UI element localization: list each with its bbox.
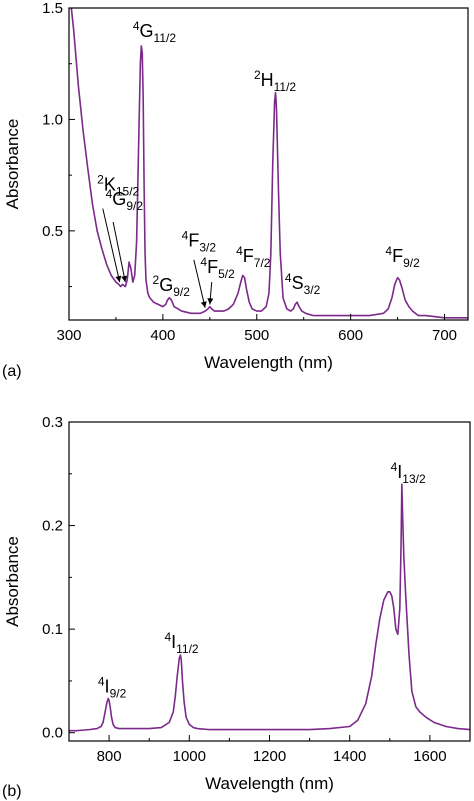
y-tick-label: 0.3 [42, 414, 63, 431]
x-tick-label: 1200 [253, 748, 286, 765]
panel-label: (b) [2, 783, 22, 800]
annotation-arrow-head [121, 275, 128, 283]
y-axis-title: Absorbance [3, 119, 22, 210]
chart-panel-b: 800 1000 1200 1400 1600 0.0 0.1 0.2 0.3 Wavelengt… [2, 414, 471, 800]
transition-label: 2H11/2 [254, 68, 296, 94]
transition-superscript: 4 [285, 271, 292, 285]
y-tick-label: 0.0 [42, 725, 63, 742]
series-line [70, 8, 468, 319]
transition-subscript: 5/2 [218, 267, 235, 281]
annotation-arrow-line [112, 221, 126, 283]
transition-subscript: 15/2 [116, 185, 140, 199]
transition-subscript: 11/2 [274, 80, 297, 94]
y-axis-title: Absorbance [3, 536, 22, 627]
transition-superscript: 4 [133, 19, 140, 33]
x-axis-title: Wavelength (nm) [204, 353, 333, 372]
transition-superscript: 4 [200, 255, 207, 269]
transition-label: 4F9/2 [385, 244, 420, 270]
chart-panel-a: 300 400 500 600 700 0.5 1.0 1.5 Wavelength (nm) A… [2, 0, 469, 380]
transition-subscript: 9/2 [110, 686, 127, 700]
transition-superscript: 4 [98, 674, 105, 688]
transition-label: 4I11/2 [164, 630, 198, 656]
transition-subscript: 13/2 [402, 472, 426, 486]
transition-term: G [112, 189, 126, 209]
transition-term: F [243, 246, 254, 266]
transition-subscript: 9/2 [126, 199, 143, 213]
panel-label: (a) [2, 363, 22, 380]
annotation-arrow-line [193, 259, 206, 308]
transition-term: G [159, 275, 173, 295]
transition-subscript: 3/2 [199, 240, 216, 254]
transition-label: 4I9/2 [98, 674, 127, 700]
transition-subscript: 11/2 [154, 31, 177, 45]
transition-label: 4F5/2 [200, 255, 235, 281]
y-tick-label: 0.5 [42, 223, 63, 240]
transition-superscript: 2 [153, 273, 160, 287]
plot-frame [68, 421, 471, 742]
transition-term: H [261, 70, 274, 90]
transition-superscript: 4 [391, 460, 398, 474]
transition-term: F [207, 257, 218, 277]
transition-label: 4G11/2 [133, 19, 176, 45]
x-tick-label: 600 [338, 327, 363, 344]
transition-superscript: 4 [236, 244, 243, 258]
x-tick-label: 400 [150, 327, 175, 344]
transition-label: 2K15/2 [97, 173, 139, 199]
y-tick-label: 0.1 [42, 621, 63, 638]
transition-term: K [104, 175, 116, 195]
annotation-arrow-line [102, 208, 121, 283]
transition-label: 2G9/2 [153, 273, 191, 299]
transition-label: 4I13/2 [391, 460, 426, 486]
transition-label: 4F7/2 [236, 244, 271, 270]
x-tick-label: 300 [56, 327, 81, 344]
transition-superscript: 4 [385, 244, 392, 258]
series-line [69, 483, 470, 732]
x-tick-label: 1000 [173, 748, 206, 765]
annotation-arrow-head [207, 298, 214, 305]
plot-frame [68, 7, 469, 321]
x-tick-label: 1600 [413, 748, 446, 765]
x-tick-label: 500 [244, 327, 269, 344]
y-tick-label: 0.2 [42, 518, 63, 535]
annotation-arrow-head [115, 275, 122, 283]
transition-subscript: 9/2 [403, 256, 420, 270]
transition-term: I [397, 462, 402, 482]
y-tick-label: 1.5 [42, 0, 63, 17]
transition-subscript: 11/2 [176, 642, 199, 656]
transition-superscript: 4 [106, 187, 113, 201]
y-tick-label: 1.0 [42, 111, 63, 128]
transition-superscript: 2 [254, 68, 261, 82]
transition-label: 4F3/2 [182, 228, 217, 254]
transition-superscript: 2 [97, 173, 104, 187]
transition-term: G [140, 21, 154, 41]
transition-term: I [105, 676, 110, 696]
transition-term: I [171, 632, 176, 652]
transition-superscript: 4 [182, 228, 189, 242]
annotation-arrow-head [200, 301, 207, 308]
transition-subscript: 3/2 [304, 283, 321, 297]
x-tick-label: 700 [432, 327, 457, 344]
transition-subscript: 7/2 [254, 256, 271, 270]
transition-term: F [188, 230, 199, 250]
transition-term: F [392, 246, 403, 266]
transition-superscript: 4 [164, 630, 171, 644]
transition-subscript: 9/2 [173, 285, 190, 299]
x-tick-label: 1400 [333, 748, 366, 765]
x-tick-label: 800 [97, 748, 122, 765]
x-axis-title: Wavelength (nm) [205, 774, 334, 793]
transition-label: 4S3/2 [285, 271, 321, 297]
transition-term: S [292, 273, 304, 293]
transition-label: 4G9/2 [106, 187, 144, 213]
